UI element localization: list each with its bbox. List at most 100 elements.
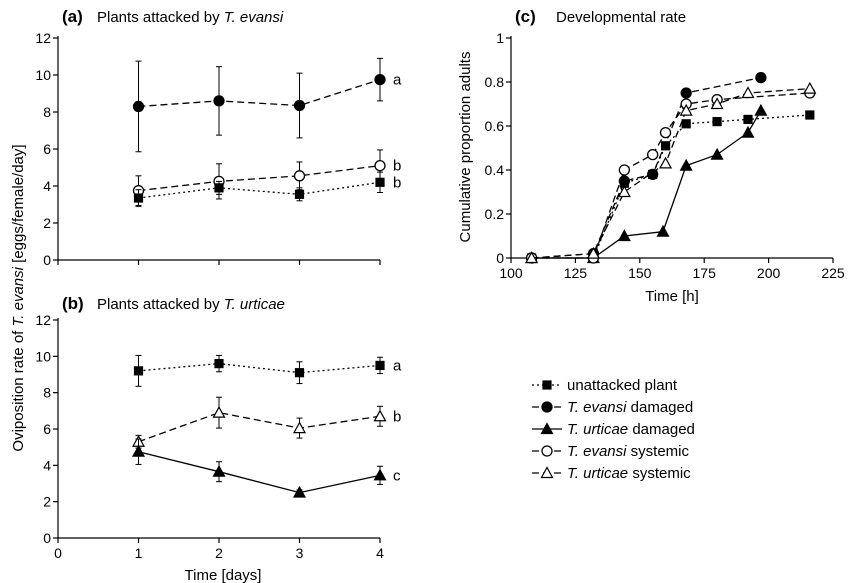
x-tick-label-c: 225 bbox=[821, 265, 845, 281]
data-point-evansi_systemic bbox=[659, 126, 672, 139]
y-tick-label-a: 12 bbox=[35, 30, 51, 46]
data-point-urticae_systemic bbox=[373, 409, 387, 422]
data-point-evansi_systemic bbox=[293, 170, 306, 182]
data-point-urticae_systemic bbox=[710, 97, 724, 110]
panel-c-label: (c) bbox=[515, 7, 536, 26]
data-point-evansi_damaged bbox=[755, 71, 767, 84]
series-c-urticae_systemic bbox=[525, 81, 817, 264]
data-point-urticae_systemic bbox=[803, 81, 817, 94]
series-c-evansi_systemic bbox=[525, 87, 816, 264]
y-axis-label-oviposition: Oviposition rate of T. evansi [eggs/fema… bbox=[10, 144, 27, 451]
y-tick-label-a: 0 bbox=[43, 252, 51, 268]
x-tick-label-c: 125 bbox=[564, 265, 588, 281]
series-a-evansi_systemic bbox=[132, 149, 386, 206]
data-point-evansi_damaged bbox=[293, 99, 306, 112]
series-line-unattacked bbox=[531, 114, 810, 259]
y-tick-label-a: 6 bbox=[43, 141, 51, 157]
data-point-evansi_damaged bbox=[213, 95, 225, 107]
data-point-evansi_damaged bbox=[374, 73, 386, 86]
data-point-urticae_systemic bbox=[212, 405, 226, 418]
series-line-unattacked bbox=[138, 181, 381, 199]
x-tick-label-c: 200 bbox=[757, 265, 781, 281]
significance-letter-evansi_damaged: a bbox=[393, 72, 402, 89]
significance-letter-evansi_systemic: b bbox=[393, 158, 401, 175]
data-point-unattacked bbox=[660, 141, 671, 151]
data-point-unattacked bbox=[294, 189, 305, 199]
series-b-urticae_systemic bbox=[131, 396, 387, 449]
legend-marker-urticae_damaged bbox=[540, 422, 554, 435]
data-point-urticae_damaged bbox=[710, 147, 724, 160]
series-line-urticae_damaged bbox=[531, 110, 762, 259]
x-tick-label-b: 4 bbox=[376, 545, 384, 561]
data-point-unattacked bbox=[681, 119, 691, 129]
legend-marker-evansi_systemic bbox=[541, 445, 553, 457]
data-point-unattacked bbox=[294, 368, 305, 378]
y-tick-label-a: 2 bbox=[43, 215, 51, 231]
series-line-urticae_systemic bbox=[138, 411, 381, 443]
legend-label-urticae_damaged: T. urticae damaged bbox=[567, 421, 695, 438]
y-tick-label-c: 0.8 bbox=[485, 74, 505, 90]
x-tick-label-c: 175 bbox=[693, 265, 717, 281]
x-tick-label-b: 0 bbox=[54, 545, 62, 561]
series-line-evansi_systemic bbox=[531, 92, 810, 259]
significance-letter-unattacked: b bbox=[393, 174, 401, 191]
legend-label-urticae_systemic: T. urticae systemic bbox=[567, 465, 691, 482]
data-point-unattacked bbox=[214, 359, 224, 369]
y-tick-label-b: 6 bbox=[43, 421, 51, 437]
data-point-evansi_systemic bbox=[374, 159, 386, 172]
data-point-urticae_systemic bbox=[292, 421, 307, 434]
y-tick-label-b: 0 bbox=[43, 530, 51, 546]
legend-label-unattacked: unattacked plant bbox=[567, 377, 678, 394]
data-point-evansi_systemic bbox=[647, 148, 659, 161]
y-tick-label-b: 4 bbox=[43, 457, 51, 473]
legend-label-evansi_damaged: T. evansi damaged bbox=[567, 399, 693, 416]
legend-marker-evansi_damaged bbox=[541, 401, 553, 413]
panel-c-title: Developmental rate bbox=[556, 9, 686, 26]
data-point-unattacked bbox=[375, 360, 385, 371]
data-point-unattacked bbox=[133, 366, 144, 376]
series-c-urticae_damaged bbox=[525, 103, 768, 264]
y-tick-label-b: 8 bbox=[43, 385, 51, 401]
data-point-unattacked bbox=[133, 193, 144, 203]
legend-item-urticae_systemic: T. urticae systemic bbox=[532, 465, 691, 482]
series-line-evansi_systemic bbox=[138, 165, 381, 192]
data-point-evansi_damaged bbox=[132, 100, 145, 113]
series-line-evansi_damaged bbox=[138, 79, 381, 108]
y-tick-label-b: 12 bbox=[35, 312, 51, 328]
legend-marker-urticae_systemic bbox=[540, 466, 554, 479]
panel-b-title: Plants attacked by T. urticae bbox=[97, 296, 285, 313]
panel-a: 0 2 4 6 8 10 12 a bb bbox=[35, 30, 402, 268]
data-point-urticae_systemic bbox=[586, 246, 600, 259]
x-tick-label-b: 2 bbox=[215, 545, 223, 561]
series-a-evansi_damaged bbox=[132, 57, 386, 153]
data-point-urticae_damaged bbox=[617, 229, 631, 242]
data-point-unattacked bbox=[214, 183, 224, 193]
data-point-unattacked bbox=[712, 116, 722, 127]
data-point-urticae_systemic bbox=[679, 103, 693, 116]
x-tick-label-b: 1 bbox=[135, 545, 143, 561]
data-point-unattacked bbox=[743, 114, 753, 125]
data-point-evansi_damaged bbox=[680, 87, 692, 99]
y-tick-label-a: 10 bbox=[35, 67, 51, 83]
y-tick-label-c: 0.2 bbox=[485, 206, 505, 222]
panel-c: 0 0.2 0.4 0.6 0.8 1 100 125 150 175 200 225 bbox=[485, 30, 845, 281]
data-point-evansi_systemic bbox=[618, 164, 630, 176]
panel-a-label: (a) bbox=[62, 7, 83, 26]
data-point-urticae_damaged bbox=[373, 468, 387, 481]
x-axis-label-b: Time [days] bbox=[185, 567, 262, 583]
data-point-urticae_systemic bbox=[617, 185, 631, 198]
legend: unattacked plant T. evansi damaged T. urti… bbox=[532, 377, 695, 482]
legend-item-evansi_damaged: T. evansi damaged bbox=[532, 399, 693, 416]
significance-letter-unattacked: a bbox=[393, 357, 402, 374]
y-tick-label-c: 0.4 bbox=[485, 162, 505, 178]
series-line-evansi_damaged bbox=[531, 76, 762, 259]
legend-item-urticae_damaged: T. urticae damaged bbox=[532, 421, 695, 438]
y-tick-label-b: 10 bbox=[35, 348, 51, 364]
series-a-unattacked bbox=[133, 171, 385, 207]
significance-letter-urticae_damaged: c bbox=[393, 467, 401, 484]
panel-a-title: Plants attacked by T. evansi bbox=[97, 9, 284, 26]
series-c-evansi_damaged bbox=[525, 71, 767, 264]
data-point-urticae_systemic bbox=[525, 251, 539, 264]
legend-item-unattacked: unattacked plant bbox=[532, 377, 678, 394]
